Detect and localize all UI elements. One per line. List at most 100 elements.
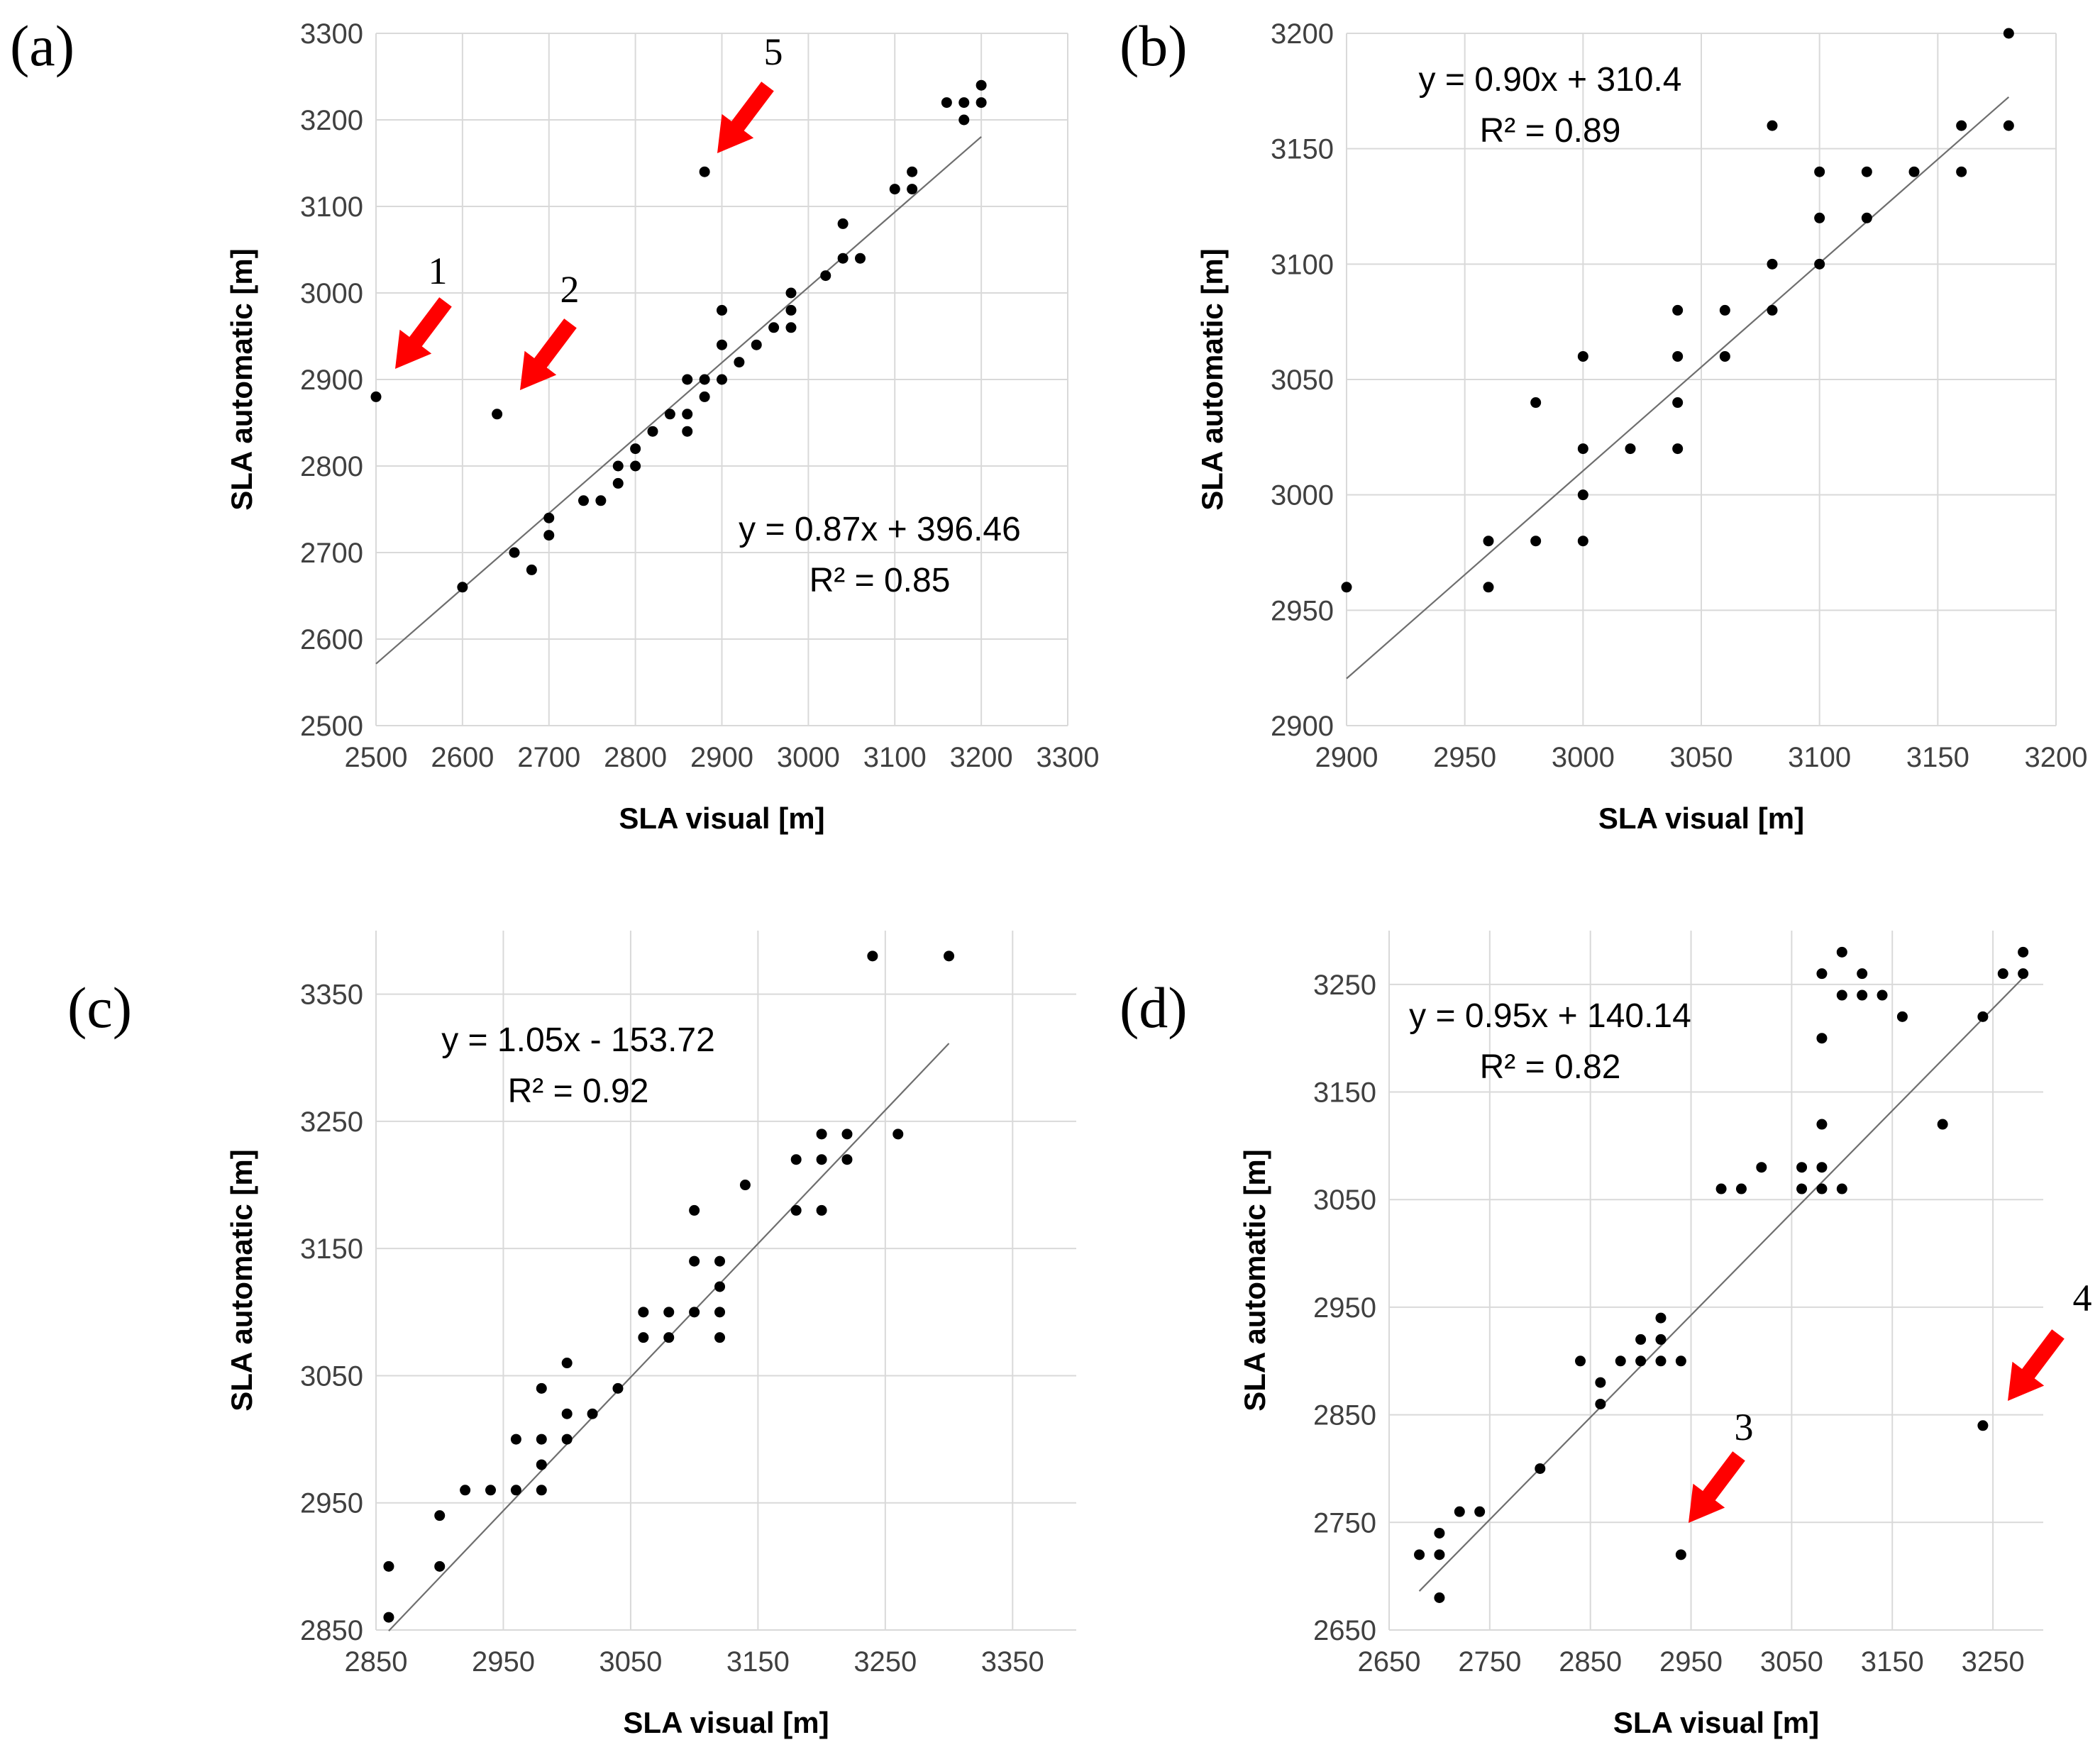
y-tick-label: 2950 (1313, 1292, 1376, 1324)
data-point (816, 1129, 827, 1140)
data-point (536, 1434, 547, 1445)
outlier-label: 1 (429, 250, 448, 292)
data-point (434, 1510, 446, 1521)
data-point (739, 1180, 751, 1191)
data-point (717, 374, 727, 385)
y-axis-label: SLA automatic [m] (1238, 1149, 1271, 1411)
data-point (383, 1560, 394, 1572)
y-tick-label: 2650 (1313, 1615, 1376, 1646)
panel-label: (a) (10, 13, 74, 78)
y-tick-label: 2950 (1271, 595, 1334, 626)
data-point (612, 460, 624, 472)
data-point (1675, 1549, 1686, 1560)
data-point (1836, 946, 1847, 958)
x-tick-label: 3050 (599, 1646, 662, 1678)
y-tick-label: 3300 (300, 18, 363, 50)
data-point (841, 1129, 853, 1140)
data-point (1796, 1162, 1808, 1173)
data-point (1535, 1463, 1546, 1474)
red-arrow-icon (717, 82, 774, 153)
outlier-label: 5 (764, 31, 783, 73)
data-point (768, 322, 780, 333)
r-squared-label: R² = 0.85 (809, 562, 951, 599)
data-point (1530, 536, 1542, 547)
data-point (383, 1612, 394, 1623)
data-point (1414, 1549, 1425, 1560)
data-point (820, 270, 831, 282)
data-point (1434, 1527, 1445, 1538)
data-point (1816, 968, 1828, 980)
data-point (2003, 28, 2014, 39)
data-point (1719, 304, 1730, 316)
r-squared-label: R² = 0.92 (508, 1072, 649, 1110)
panel-label: (b) (1120, 13, 1188, 78)
data-point (1814, 258, 1825, 270)
data-point (892, 1129, 904, 1140)
data-point (785, 287, 797, 299)
data-point (867, 950, 878, 962)
y-tick-label: 3050 (1313, 1185, 1376, 1216)
data-point (714, 1281, 726, 1292)
data-point (1615, 1355, 1626, 1367)
data-point (790, 1204, 802, 1216)
data-point (1908, 166, 1920, 177)
data-point (1735, 1183, 1747, 1194)
data-point (1877, 989, 1888, 1001)
trendline (1346, 96, 2010, 680)
trendline (1418, 977, 2024, 1592)
data-point (717, 339, 727, 350)
data-point (561, 1408, 573, 1419)
data-point (1857, 989, 1868, 1001)
data-point (699, 374, 710, 385)
data-point (1625, 443, 1636, 455)
y-tick-label: 3100 (1271, 249, 1334, 280)
data-point (587, 1408, 598, 1419)
data-point (561, 1434, 573, 1445)
data-point (1861, 212, 1872, 223)
y-tick-label: 3150 (300, 1233, 363, 1265)
data-point (1816, 1183, 1828, 1194)
x-tick-label: 2850 (345, 1646, 408, 1678)
data-point (1672, 304, 1684, 316)
data-point (1861, 166, 1872, 177)
data-point (689, 1204, 700, 1216)
data-point (638, 1332, 649, 1343)
data-point (2018, 968, 2029, 980)
outlier-label: 2 (560, 268, 580, 311)
data-point (1977, 1011, 1989, 1022)
data-point (689, 1307, 700, 1318)
x-tick-label: 2950 (1433, 742, 1496, 773)
x-tick-label: 2950 (1659, 1646, 1723, 1678)
x-tick-label: 2850 (1559, 1646, 1622, 1678)
x-tick-label: 3350 (981, 1646, 1044, 1678)
data-point (647, 426, 658, 437)
data-point (1530, 397, 1542, 409)
regression-equation: y = 0.90x + 310.4 (1419, 61, 1682, 99)
data-point (460, 1485, 471, 1496)
data-point (944, 950, 955, 962)
y-tick-label: 2700 (300, 538, 363, 569)
data-point (1767, 304, 1778, 316)
data-point (1937, 1119, 1948, 1130)
data-point (1577, 443, 1588, 455)
y-axis-label: SLA automatic [m] (225, 248, 258, 510)
x-tick-label: 3050 (1670, 742, 1733, 773)
red-arrow-icon (395, 297, 452, 369)
x-tick-label: 3150 (726, 1646, 790, 1678)
y-tick-label: 3050 (300, 1360, 363, 1392)
data-point (976, 97, 987, 109)
y-tick-label: 3050 (1271, 365, 1334, 396)
y-tick-label: 2800 (300, 451, 363, 482)
x-tick-label: 3050 (1760, 1646, 1823, 1678)
data-point (1454, 1506, 1465, 1517)
data-point (2018, 946, 2029, 958)
data-point (1577, 536, 1588, 547)
data-point (1483, 536, 1494, 547)
data-point (941, 97, 952, 109)
x-tick-label: 2950 (472, 1646, 535, 1678)
data-point (457, 582, 468, 593)
data-point (612, 1382, 624, 1394)
data-point (1635, 1334, 1647, 1345)
data-point (1575, 1355, 1586, 1367)
